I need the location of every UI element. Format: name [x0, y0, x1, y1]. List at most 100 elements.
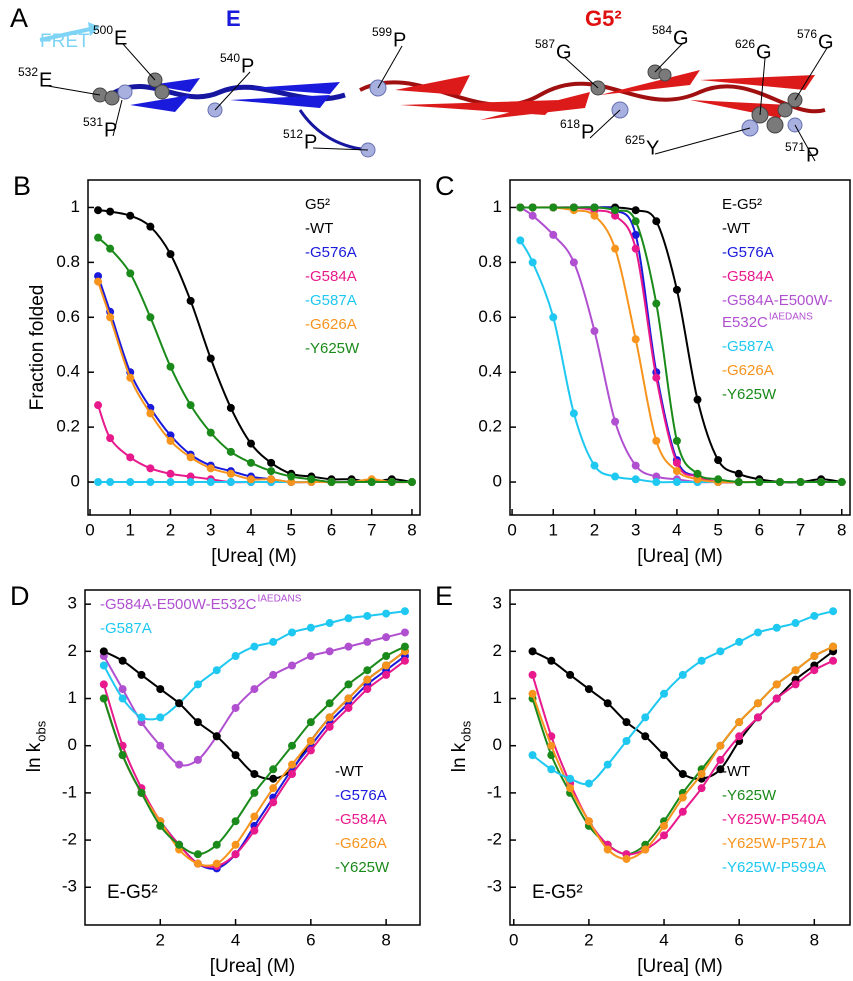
x-tick-label: 1: [126, 520, 135, 539]
x-axis-label: [Urea] (M): [637, 956, 723, 977]
data-point: [672, 467, 681, 476]
panel-label: D: [10, 581, 30, 611]
legend-entry[interactable]: -G584A: [305, 268, 357, 285]
data-point: [118, 751, 127, 760]
legend-entry[interactable]: -Y625W: [722, 386, 777, 403]
data-point: [400, 628, 409, 637]
x-tick-label: 4: [659, 930, 668, 949]
data-point: [166, 250, 175, 259]
data-point: [166, 469, 175, 478]
residue-letter: P: [104, 119, 117, 141]
data-point: [363, 637, 372, 646]
data-point: [829, 656, 838, 665]
legend-entry[interactable]: -G626A: [335, 835, 387, 852]
domain-e-label: E: [226, 6, 241, 31]
data-point: [716, 741, 725, 750]
residue-letter: G: [756, 41, 772, 63]
legend-entry[interactable]: -G626A: [722, 362, 774, 379]
data-point: [126, 269, 135, 278]
legend-entry[interactable]: -G587A: [305, 292, 357, 309]
legend-entry[interactable]: -G587A: [722, 338, 774, 355]
residue-letter: P: [806, 144, 819, 166]
data-point: [347, 478, 356, 487]
data-point: [660, 689, 669, 698]
data-point: [584, 779, 593, 788]
fit-line: [520, 206, 842, 484]
legend-entry[interactable]: -Y625W: [722, 787, 777, 804]
y-tick-label: 0: [493, 472, 502, 491]
y-axis-label: Fraction folded: [27, 285, 48, 411]
data-point: [678, 793, 687, 802]
data-point: [569, 409, 578, 418]
data-point: [714, 475, 723, 484]
x-tick-label: 0: [85, 520, 94, 539]
data-point: [622, 718, 631, 727]
legend-entry[interactable]: -G576A: [335, 787, 387, 804]
leader-line: [214, 71, 251, 111]
legend-entry[interactable]: -WT: [722, 763, 750, 780]
data-point: [226, 403, 235, 412]
data-point: [716, 647, 725, 656]
leader-line: [112, 99, 123, 137]
data-point: [791, 680, 800, 689]
y-tick-label: 0: [493, 735, 502, 754]
legend-entry[interactable]: -G576A: [722, 244, 774, 261]
legend-entry[interactable]: -G587A: [100, 620, 152, 637]
fit-line: [519, 239, 842, 484]
data-point: [549, 313, 558, 322]
fit-line: [520, 206, 842, 484]
data-point: [94, 233, 103, 242]
data-point: [126, 211, 135, 220]
leader-line: [564, 57, 599, 89]
legend-entry[interactable]: -Y625W-P571A: [722, 835, 826, 852]
legend-sup: IAEDANS: [257, 594, 301, 605]
legend-entry[interactable]: -G584A-E500W-E532C: [100, 596, 257, 613]
legend-entry[interactable]: -G626A: [305, 316, 357, 333]
x-tick-label: 5: [286, 520, 295, 539]
data-point: [118, 685, 127, 694]
data-point: [775, 478, 784, 487]
x-tick-label: 6: [306, 930, 315, 949]
legend-entry[interactable]: -WT: [722, 220, 750, 237]
legend-entry[interactable]: -G584A: [722, 268, 774, 285]
data-point: [735, 718, 744, 727]
legend-entry[interactable]: -G584A-E500W-E532C: [722, 292, 833, 331]
legend-entry[interactable]: -Y625W: [335, 859, 390, 876]
x-tick-label: 2: [156, 930, 165, 949]
data-point: [652, 472, 661, 481]
data-point: [94, 272, 103, 281]
data-point: [716, 755, 725, 764]
data-point: [288, 760, 297, 769]
x-tick-label: 2: [584, 930, 593, 949]
data-point: [344, 680, 353, 689]
annotation: E-G5²: [532, 882, 583, 903]
legend-line: E532C: [722, 314, 768, 331]
y-axis-label: ln k: [449, 742, 470, 772]
data-point: [547, 741, 556, 750]
data-point: [603, 699, 612, 708]
data-point: [714, 456, 723, 465]
annotation: E-G5²: [107, 882, 158, 903]
data-point: [772, 623, 781, 632]
x-tick-label: 3: [631, 520, 640, 539]
residue-letter: G: [556, 41, 572, 63]
data-point: [753, 713, 762, 722]
residue-number: 531: [83, 115, 103, 129]
y-tick-label: 0.2: [478, 417, 502, 436]
legend-entry[interactable]: -Y625W: [305, 340, 360, 357]
y-tick-label: -1: [487, 782, 502, 801]
data-point: [269, 774, 278, 783]
data-point: [126, 373, 135, 382]
data-point: [212, 666, 221, 675]
legend-entry[interactable]: -WT: [305, 220, 333, 237]
x-tick-label: 8: [810, 930, 819, 949]
legend-entry[interactable]: -G576A: [305, 244, 357, 261]
data-point: [212, 732, 221, 741]
legend-entry[interactable]: -Y625W-P599A: [722, 859, 826, 876]
legend-entry[interactable]: -WT: [335, 763, 363, 780]
data-point: [584, 685, 593, 694]
legend-entry[interactable]: -Y625W-P540A: [722, 811, 826, 828]
legend-entry[interactable]: -G584A: [335, 811, 387, 828]
